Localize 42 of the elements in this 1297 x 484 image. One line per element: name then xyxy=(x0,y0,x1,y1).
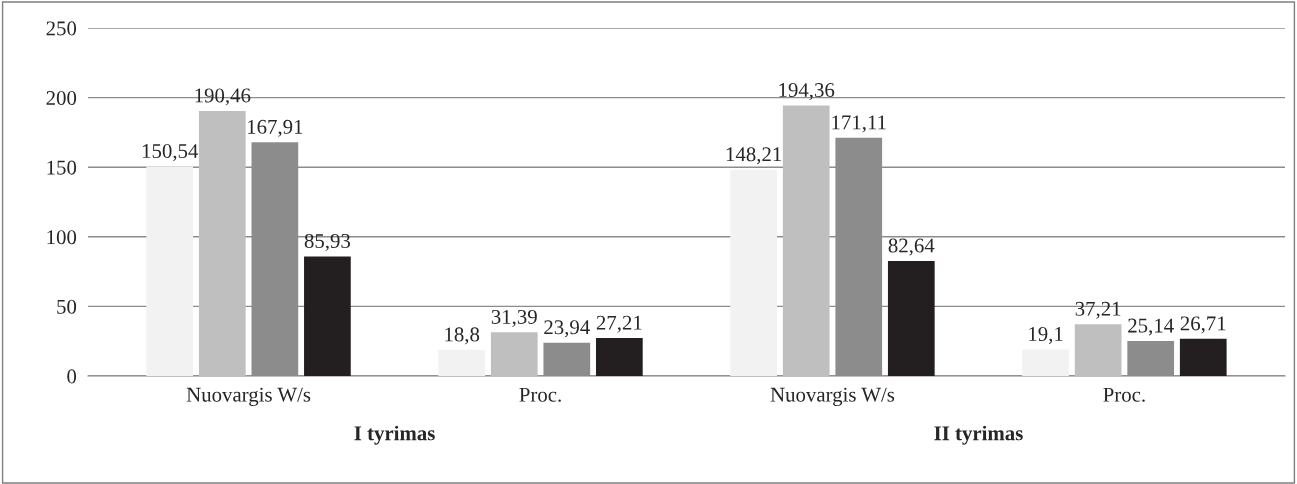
bar xyxy=(1074,324,1122,376)
data-label: 194,36 xyxy=(779,83,835,101)
y-tick-label: 50 xyxy=(57,299,77,314)
bar xyxy=(304,256,351,376)
bar xyxy=(490,332,538,376)
data-label: 82,64 xyxy=(888,238,935,256)
bar xyxy=(543,342,591,376)
y-tick-label: 0 xyxy=(67,369,77,384)
data-label: 190,46 xyxy=(195,88,251,106)
bar xyxy=(1127,341,1175,376)
text: I tyrimas xyxy=(354,425,435,445)
y-tick-label: 100 xyxy=(47,230,77,245)
y-tick-label: 150 xyxy=(47,160,77,175)
y-tick-label: 250 xyxy=(46,21,77,36)
bar xyxy=(438,349,486,376)
data-label: 150,54 xyxy=(142,143,199,162)
data-label: 31,39 xyxy=(491,309,537,327)
x-tick-label: Proc. xyxy=(519,387,561,402)
x-tick-label: Nuovargis W/s xyxy=(770,387,895,406)
bar xyxy=(596,338,643,376)
data-label: 148,21 xyxy=(726,147,782,165)
y-tick-label: 200 xyxy=(46,90,77,106)
data-label: 23,94 xyxy=(544,320,590,338)
bar xyxy=(782,105,830,376)
data-label: 171,11 xyxy=(832,115,886,133)
x-tick-label: Proc. xyxy=(1103,387,1145,402)
bar xyxy=(146,166,194,376)
text: II tyrimas xyxy=(934,425,1023,445)
bar xyxy=(198,110,246,376)
data-label: 18,8 xyxy=(445,327,480,345)
bar xyxy=(730,169,777,376)
data-label: 85,93 xyxy=(304,233,351,251)
bar xyxy=(887,260,935,376)
data-label: 19,1 xyxy=(1029,327,1063,345)
data-label: 27,21 xyxy=(596,315,642,333)
data-label: 37,21 xyxy=(1075,301,1121,319)
bar xyxy=(1022,349,1069,376)
bar xyxy=(1179,338,1227,376)
data-label: 25,14 xyxy=(1128,318,1174,336)
data-label: 167,91 xyxy=(248,119,303,137)
x-tick-label: Nuovargis W/s xyxy=(186,387,311,406)
data-label: 26,71 xyxy=(1180,316,1226,334)
